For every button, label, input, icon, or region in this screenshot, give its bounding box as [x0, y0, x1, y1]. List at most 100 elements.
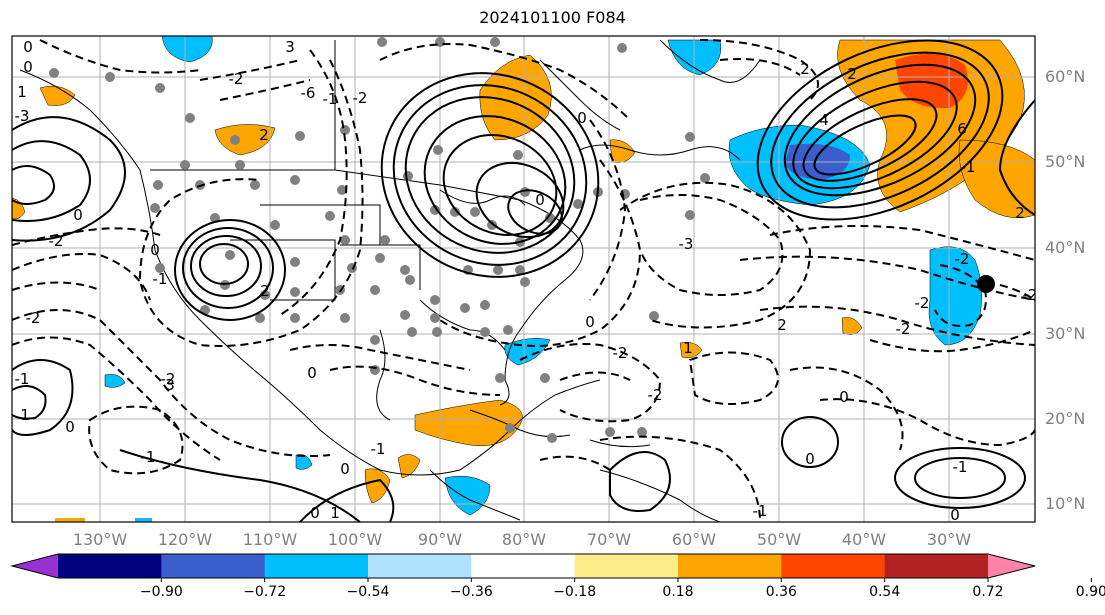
contour-label: -2 — [161, 370, 176, 388]
lat-label: 40°N — [1045, 238, 1086, 257]
contour-label: -3 — [15, 107, 30, 125]
colorbar-segment — [161, 554, 266, 578]
contour-label: 1 — [330, 504, 340, 522]
lat-label: 30°N — [1045, 324, 1086, 343]
lat-label: 60°N — [1045, 67, 1086, 86]
contour-label: -1 — [15, 370, 30, 388]
colorbar-tick-label: 0.90 — [1075, 584, 1105, 600]
lon-label: 100°W — [327, 530, 383, 549]
contour-label: -1 — [953, 458, 968, 476]
contour-label: 0 — [307, 364, 317, 382]
colorbar-tick-label: −0.18 — [553, 584, 597, 600]
lon-label: 120°W — [157, 530, 213, 549]
dashed-contours — [12, 39, 1035, 522]
colorbar-tick-label: −0.90 — [139, 584, 183, 600]
contour-label: 3 — [285, 38, 295, 56]
contour-label: -1 — [961, 158, 976, 176]
contour-label: 0 — [150, 241, 160, 259]
colorbar-outline — [10, 553, 1036, 579]
lon-label: 80°W — [501, 530, 547, 549]
colorbar-segment — [264, 554, 369, 578]
contour-label: -2 — [26, 309, 41, 327]
contour-label: 0 — [23, 58, 33, 76]
contour-labels: 0 3 -2 -6 -3 -1 -2 1 0 0 -2 -1 2 -1 0 3 … — [15, 38, 1038, 524]
lon-label: 110°W — [242, 530, 298, 549]
contour-label: 4 — [819, 111, 829, 129]
contour-label: -6 — [301, 84, 316, 102]
contour-label: -1 — [371, 440, 386, 458]
contour-label: 0 — [585, 313, 595, 331]
station-dots — [49, 37, 710, 443]
contour-label: 0 — [950, 506, 960, 524]
lat-label: 10°N — [1045, 494, 1086, 513]
contour-label: 2 — [260, 282, 270, 300]
highlighted-station — [977, 275, 995, 293]
contour-label: -2 — [229, 70, 244, 88]
contour-label: -1 — [153, 270, 168, 288]
lon-label: 90°W — [417, 530, 463, 549]
contour-label: 2 — [800, 60, 810, 78]
contour-label: -2 — [49, 232, 64, 250]
colorbar-tick-label: 0.54 — [869, 584, 901, 600]
lat-label: 50°N — [1045, 152, 1086, 171]
contour-label: 0 — [23, 38, 33, 56]
lon-label: 70°W — [586, 530, 632, 549]
colorbar-extend-low — [12, 554, 58, 578]
contour-label: 1 — [20, 406, 30, 424]
contour-label: 2 — [777, 316, 787, 334]
colorbar-tick-label: −0.72 — [243, 584, 287, 600]
map-title: 2024101100 F084 — [479, 8, 626, 27]
colorbar-segment — [368, 554, 472, 578]
contour-label: 6 — [957, 120, 967, 138]
colorbar-segment — [884, 554, 989, 578]
contour-label: -2 — [915, 294, 930, 312]
contour-label: 0 — [310, 504, 320, 522]
contour-label: 0 — [577, 109, 587, 127]
contour-label: -2 — [955, 250, 970, 268]
colorbar-tick-label: −0.36 — [449, 584, 493, 600]
contour-label: 0 — [805, 450, 815, 468]
contour-label: -2 — [613, 344, 628, 362]
contour-label: 0 — [340, 460, 350, 478]
colorbar-tick-label: 0.36 — [765, 584, 797, 600]
colorbar-segment — [58, 554, 162, 578]
contour-label: -1 — [323, 90, 338, 108]
solid-contours — [12, 39, 1035, 522]
lon-label: 40°W — [841, 530, 887, 549]
contour-label: 0 — [839, 388, 849, 406]
colorbar-segment — [678, 554, 782, 578]
contour-label: 1 — [683, 339, 693, 357]
lon-label: 30°W — [926, 530, 972, 549]
colorbar-segment — [471, 554, 576, 578]
colorbar-extend-high — [988, 554, 1035, 578]
contour-label: -2 — [648, 386, 663, 404]
colorbar-tick-label: −0.54 — [346, 584, 390, 600]
contour-label: -1 — [753, 502, 768, 520]
contour-label: 1 — [17, 83, 27, 101]
contour-label: -2 — [1023, 286, 1038, 304]
lon-label: 60°W — [671, 530, 717, 549]
colorbar — [10, 553, 1092, 582]
contour-label: 2 — [1015, 204, 1025, 222]
colorbar-tick-label: 0.72 — [972, 584, 1004, 600]
lon-label: 50°W — [756, 530, 802, 549]
contour-label: -2 — [353, 89, 368, 107]
contour-label: 3 — [165, 376, 175, 394]
colorbar-segment — [781, 554, 886, 578]
lon-label: 130°W — [72, 530, 128, 549]
contour-label: 2 — [847, 65, 857, 83]
contour-label: 0 — [73, 206, 83, 224]
contour-label: 0 — [65, 418, 75, 436]
contour-label: -2 — [896, 320, 911, 338]
map-frame — [11, 35, 1036, 523]
contour-label: 0 — [535, 191, 545, 209]
contour-label: -3 — [679, 235, 694, 253]
contour-label: -1 — [141, 448, 156, 466]
map-plot-area: 0 3 -2 -6 -3 -1 -2 1 0 0 -2 -1 2 -1 0 3 … — [12, 36, 1038, 524]
colorbar-tick-label: 0.18 — [662, 584, 694, 600]
lat-label: 20°N — [1045, 409, 1086, 428]
contour-label: 2 — [259, 126, 269, 144]
shaded-anomalies — [12, 36, 1035, 522]
colorbar-segment — [574, 554, 679, 578]
